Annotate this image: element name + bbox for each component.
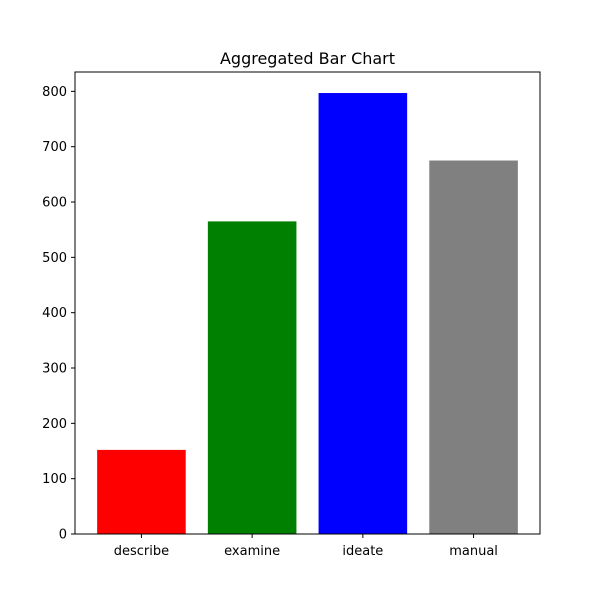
x-tick-label: manual xyxy=(449,544,498,559)
bar-manual xyxy=(429,160,518,534)
bar-examine xyxy=(207,221,297,534)
bar-describe xyxy=(97,449,186,534)
bars-layer xyxy=(97,93,518,534)
y-tick-label: 300 xyxy=(42,362,67,377)
y-tick-label: 800 xyxy=(42,85,67,100)
bar-ideate xyxy=(318,93,408,534)
chart-title: Aggregated Bar Chart xyxy=(220,49,395,68)
x-tick-label: describe xyxy=(114,544,169,559)
y-tick-label: 200 xyxy=(42,417,67,432)
y-tick-label: 0 xyxy=(59,528,67,543)
y-tick-label: 700 xyxy=(42,140,67,155)
y-tick-label: 100 xyxy=(42,472,67,487)
y-tick-label: 500 xyxy=(42,251,67,266)
y-tick-label: 600 xyxy=(42,196,67,211)
axes-layer: describe examine ideate manual 0 100 200 300 400… xyxy=(42,85,498,559)
x-tick-label: ideate xyxy=(342,544,383,559)
y-tick-label: 400 xyxy=(42,306,67,321)
x-tick-label: examine xyxy=(224,544,280,559)
plot-frame xyxy=(74,71,541,535)
